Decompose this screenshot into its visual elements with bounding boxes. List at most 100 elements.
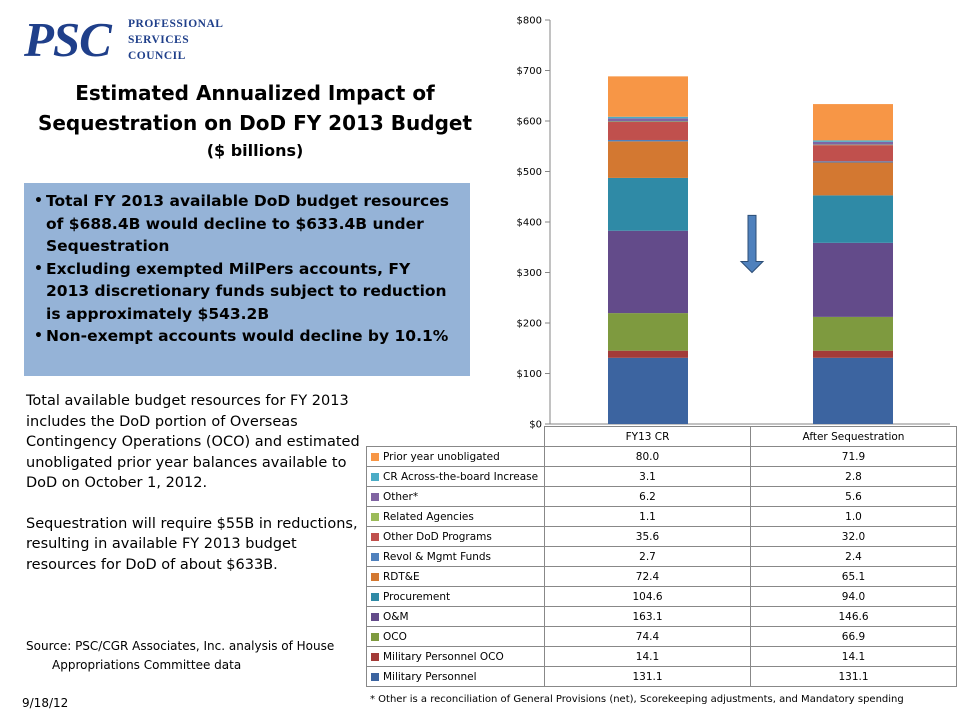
bar-segment xyxy=(608,121,688,123)
bar-segment xyxy=(608,122,688,140)
legend-entry: Military Personnel xyxy=(366,666,545,687)
source-line-1: Source: PSC/CGR Associates, Inc. analysi… xyxy=(26,639,335,653)
bar-segment xyxy=(813,141,893,145)
bar-segment xyxy=(813,350,893,358)
bar-segment xyxy=(608,139,688,142)
legend-entry: Related Agencies xyxy=(366,506,545,527)
table-row: O&M 163.1 146.6 xyxy=(366,606,957,627)
table-row: Related Agencies 1.1 1.0 xyxy=(366,506,957,527)
logo-word-2: SERVICES xyxy=(128,34,190,46)
legend-swatch xyxy=(371,552,379,561)
bar-segment xyxy=(813,145,893,162)
logo-word-3: COUNCIL xyxy=(128,50,186,62)
key-point: Total FY 2013 available DoD budget resou… xyxy=(34,190,458,258)
table-cell: 14.1 xyxy=(750,646,957,667)
legend-label: Other DoD Programs xyxy=(383,530,492,543)
legend-label: Revol & Mgmt Funds xyxy=(383,550,492,563)
slide-date: 9/18/12 xyxy=(22,696,69,710)
y-tick-label: $800 xyxy=(517,16,542,27)
table-column-header: FY13 CR xyxy=(544,426,751,447)
bar-segment xyxy=(608,357,688,424)
legend-entry: Military Personnel OCO xyxy=(366,646,545,667)
legend-label: Related Agencies xyxy=(383,510,474,523)
table-row: Procurement 104.6 94.0 xyxy=(366,586,957,607)
legend-entry: OCO xyxy=(366,626,545,647)
legend-swatch xyxy=(371,672,379,681)
legend-label: Prior year unobligated xyxy=(383,450,500,463)
chart-data-table: FY13 CR After Sequestration Prior year u… xyxy=(366,426,957,687)
legend-entry: Revol & Mgmt Funds xyxy=(366,546,545,567)
table-cell: 74.4 xyxy=(544,626,751,647)
key-point: Excluding exempted MilPers accounts, FY … xyxy=(34,258,458,326)
table-cell: 131.1 xyxy=(544,666,751,687)
legend-entry: CR Across-the-board Increase xyxy=(366,466,545,487)
table-cell: 65.1 xyxy=(750,566,957,587)
y-tick-label: $400 xyxy=(517,218,542,229)
bar-segment xyxy=(813,140,893,142)
bar-segment xyxy=(608,350,688,358)
legend-swatch xyxy=(371,532,379,541)
bar-segment xyxy=(813,162,893,196)
table-cell: 94.0 xyxy=(750,586,957,607)
table-corner xyxy=(366,426,545,447)
table-cell: 80.0 xyxy=(544,446,751,467)
legend-swatch xyxy=(371,632,379,641)
legend-swatch xyxy=(371,592,379,601)
y-tick-label: $0 xyxy=(529,420,542,431)
logo-mark: PSC xyxy=(24,12,112,67)
table-cell: 163.1 xyxy=(544,606,751,627)
table-row: CR Across-the-board Increase 3.1 2.8 xyxy=(366,466,957,487)
legend-label: CR Across-the-board Increase xyxy=(383,470,539,483)
table-cell: 1.0 xyxy=(750,506,957,527)
bar-segment xyxy=(813,144,893,146)
legend-swatch xyxy=(371,472,379,481)
logo-word-1: PROFESSIONAL xyxy=(128,18,224,30)
table-row: RDT&E 72.4 65.1 xyxy=(366,566,957,587)
legend-entry: RDT&E xyxy=(366,566,545,587)
legend-label: Military Personnel OCO xyxy=(383,650,504,663)
key-points-list: Total FY 2013 available DoD budget resou… xyxy=(34,190,458,348)
table-row: Other* 6.2 5.6 xyxy=(366,486,957,507)
bar-segment xyxy=(813,195,893,243)
y-tick-label: $500 xyxy=(517,167,542,178)
legend-label: OCO xyxy=(383,630,407,643)
bar-segment xyxy=(608,230,688,314)
bar-segment xyxy=(608,118,688,122)
table-cell: 35.6 xyxy=(544,526,751,547)
bar-segment xyxy=(608,313,688,351)
table-cell: 2.8 xyxy=(750,466,957,487)
key-point: Non-exempt accounts would decline by 10.… xyxy=(34,325,458,348)
legend-swatch xyxy=(371,452,379,461)
psc-logo: PSC PROFESSIONAL SERVICES COUNCIL xyxy=(24,12,234,68)
legend-swatch xyxy=(371,612,379,621)
table-cell: 131.1 xyxy=(750,666,957,687)
legend-swatch xyxy=(371,492,379,501)
bar-segment xyxy=(608,76,688,117)
bar-segment xyxy=(608,141,688,178)
bar-segment xyxy=(813,161,893,163)
legend-label: RDT&E xyxy=(383,570,420,583)
title-units: ($ billions) xyxy=(206,141,304,160)
table-row: Military Personnel OCO 14.1 14.1 xyxy=(366,646,957,667)
table-cell: 66.9 xyxy=(750,626,957,647)
legend-label: O&M xyxy=(383,610,409,623)
source-note: Source: PSC/CGR Associates, Inc. analysi… xyxy=(26,637,371,675)
table-cell: 71.9 xyxy=(750,446,957,467)
bar-segment xyxy=(813,316,893,351)
bar-segment xyxy=(608,177,688,231)
table-cell: 14.1 xyxy=(544,646,751,667)
legend-label: Other* xyxy=(383,490,419,503)
table-cell: 2.4 xyxy=(750,546,957,567)
slide-title: Estimated Annualized Impact of Sequestra… xyxy=(20,78,490,164)
title-line-1: Estimated Annualized Impact of xyxy=(75,81,435,105)
y-tick-label: $600 xyxy=(517,117,542,128)
y-tick-label: $100 xyxy=(517,369,542,380)
table-cell: 3.1 xyxy=(544,466,751,487)
note-paragraph: Total available budget resources for FY … xyxy=(26,393,360,491)
key-points-box: Total FY 2013 available DoD budget resou… xyxy=(24,183,470,376)
table-row: Military Personnel 131.1 131.1 xyxy=(366,666,957,687)
legend-label: Military Personnel xyxy=(383,670,477,683)
y-tick-label: $700 xyxy=(517,66,542,77)
table-row: Other DoD Programs 35.6 32.0 xyxy=(366,526,957,547)
